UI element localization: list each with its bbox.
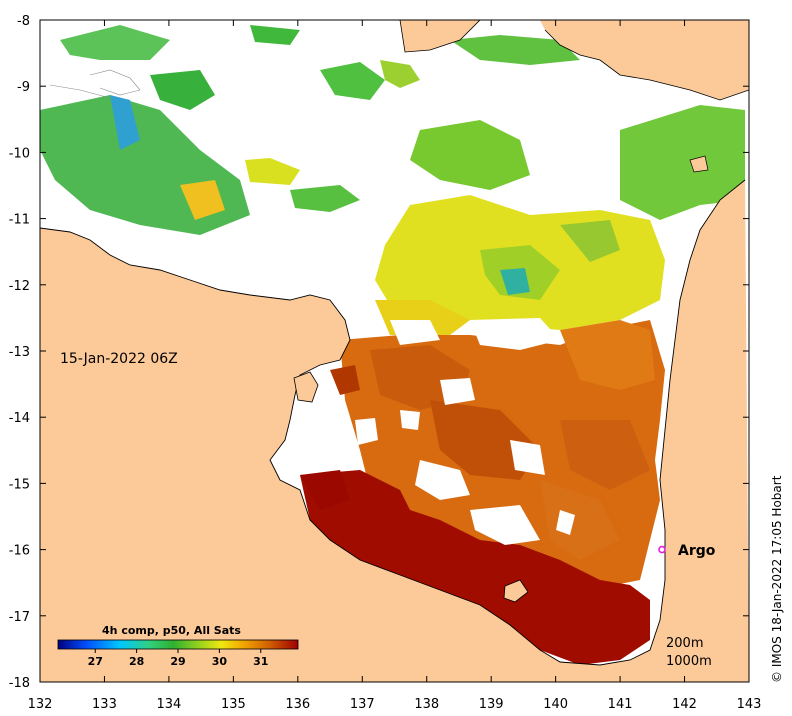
y-tick-label: -13 [9,345,30,360]
y-tick-label: -16 [9,544,30,559]
sst-data-layer [40,25,745,665]
contour-label-200m: 200m [666,636,703,651]
y-tick-label: -14 [9,411,30,426]
x-tick-label: 132 [28,697,53,712]
map-plot-area [40,20,749,682]
y-tick-label: -17 [9,610,30,625]
argo-float-marker [658,545,666,554]
x-tick-label: 143 [737,697,762,712]
credit-text: © IMOS 18-Jan-2022 17:05 Hobart [770,475,784,683]
x-tick-label: 134 [156,697,181,712]
y-tick-label: -9 [17,80,30,95]
x-tick-label: 141 [608,697,633,712]
y-tick-label: -12 [9,279,30,294]
colorbar-tick-label: 30 [212,655,228,668]
x-axis-ticks: 132 133 134 135 136 137 138 139 140 141 142 143 [28,20,762,712]
colorbar-tick-label: 27 [88,655,103,668]
x-tick-label: 133 [92,697,117,712]
colorbar-gradient [57,639,299,650]
argo-label: Argo [678,543,716,559]
x-tick-label: 139 [479,697,504,712]
y-tick-label: -8 [17,14,30,29]
colorbar-title: 4h comp, p50, All Sats [102,624,241,637]
x-tick-label: 136 [285,697,310,712]
land-layer [40,20,749,682]
colorbar-ticks: 27 28 29 30 31 [88,649,268,668]
y-tick-label: -10 [9,146,30,161]
colorbar-tick-label: 29 [170,655,185,668]
colorbar: 4h comp, p50, All Sats 27 28 29 30 31 [57,624,299,668]
contour-label-1000m: 1000m [666,654,712,669]
y-axis-ticks: -8 -9 -10 -11 -12 -13 -14 -15 -16 -17 -18 [9,14,749,691]
x-tick-label: 137 [350,697,375,712]
x-tick-label: 140 [543,697,568,712]
colorbar-tick-label: 28 [129,655,144,668]
x-tick-label: 138 [414,697,439,712]
y-tick-label: -11 [9,213,30,228]
y-tick-label: -18 [9,676,30,691]
y-tick-label: -15 [9,477,30,492]
x-tick-label: 135 [221,697,246,712]
timestamp-label: 15-Jan-2022 06Z [60,351,178,367]
x-tick-label: 142 [672,697,697,712]
colorbar-tick-label: 31 [253,655,268,668]
